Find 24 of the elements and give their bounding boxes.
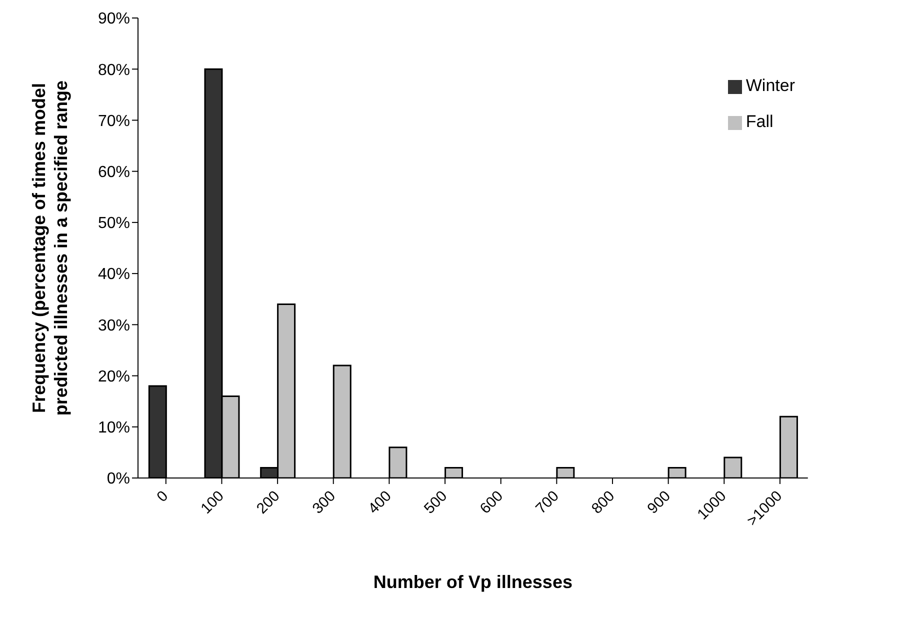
x-axis-title: Number of Vp illnesses (373, 572, 572, 592)
y-tick-label: 10% (98, 420, 130, 437)
y-tick-label: 90% (98, 10, 130, 28)
y-tick-label: 60% (98, 164, 130, 182)
x-tick-label: 800 (588, 488, 618, 518)
x-tick-label: 700 (532, 488, 562, 518)
x-tick-label: 500 (420, 488, 451, 518)
x-tick-label: 600 (476, 488, 506, 518)
legend-label: Winter (746, 76, 795, 95)
x-tick-label: 200 (253, 488, 284, 518)
y-tick-label: 80% (98, 62, 130, 79)
y-tick-label: 50% (98, 215, 130, 232)
y-axis-title: Frequency (percentage of times model predicted illnesses in a specified range (29, 80, 71, 416)
y-tick-label: 40% (98, 266, 130, 284)
y-tick-label: 70% (98, 112, 130, 130)
x-tick-label: 900 (644, 488, 674, 518)
x-tick-label: 100 (198, 488, 228, 518)
y-tick-label: 20% (98, 368, 130, 386)
x-tick-label: 300 (309, 488, 340, 518)
legend-label: Fall (746, 112, 774, 131)
y-tick-label: 30% (98, 317, 130, 334)
x-tick-label: 0 (154, 488, 172, 506)
y-tick-label: 0% (106, 470, 130, 488)
x-tick-label: 400 (365, 488, 395, 518)
